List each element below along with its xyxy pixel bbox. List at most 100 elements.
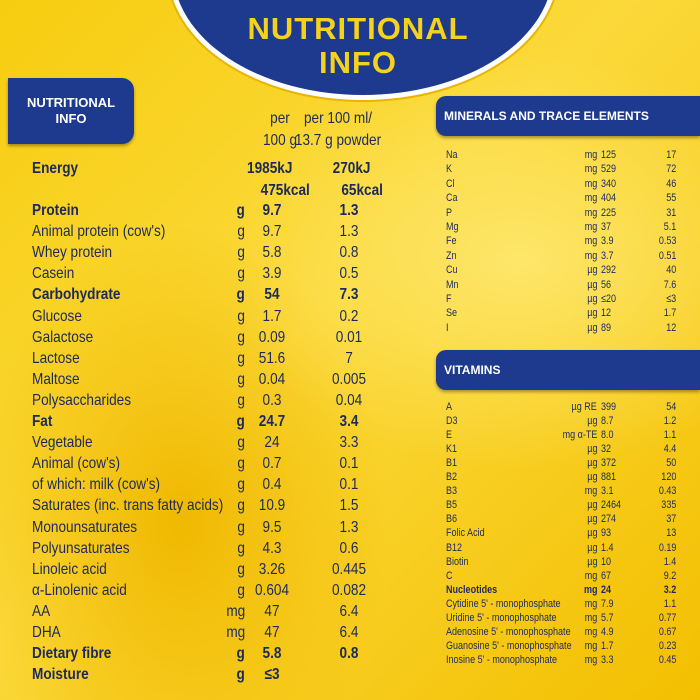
per-100g: 51.6 bbox=[258, 349, 286, 367]
row-unit: g bbox=[237, 476, 245, 494]
per-100g: 24 bbox=[601, 583, 612, 596]
row-unit: g bbox=[237, 223, 245, 241]
row-unit: mg bbox=[583, 583, 597, 596]
row-unit: g bbox=[237, 370, 245, 388]
row-name: P bbox=[446, 206, 453, 219]
per-100ml: 0.445 bbox=[331, 560, 367, 578]
row-name: Cl bbox=[446, 177, 455, 190]
per-100g: 5.8 bbox=[262, 645, 282, 663]
per-100g: 0.3 bbox=[262, 391, 282, 409]
row-unit: mg bbox=[226, 624, 245, 641]
row-name: Se bbox=[446, 307, 458, 320]
row-unit: g bbox=[236, 645, 245, 663]
row-unit: g bbox=[237, 455, 245, 473]
row-name: Saturates (inc. trans fatty acids) bbox=[32, 497, 224, 515]
row-unit: µg bbox=[586, 471, 597, 484]
per-100ml: 0.082 bbox=[331, 581, 367, 599]
per-100g: 7.9 bbox=[601, 597, 614, 610]
per-100g: 0.4 bbox=[262, 476, 282, 494]
row-name: B1 bbox=[446, 457, 458, 470]
per-100ml: 0.01 bbox=[335, 328, 363, 346]
row-unit: mg bbox=[584, 611, 597, 624]
vitamins-tab: VITAMINS bbox=[436, 350, 700, 390]
per-100g: 8.7 bbox=[601, 415, 614, 428]
row-name: Zn bbox=[446, 249, 457, 262]
row-name: Cu bbox=[446, 264, 458, 277]
per-100ml: 0.005 bbox=[331, 370, 367, 388]
row-unit: µg bbox=[586, 278, 597, 291]
per-100ml: 12 bbox=[665, 321, 676, 334]
row-unit: µg bbox=[586, 415, 597, 428]
minerals-tab: MINERALS AND TRACE ELEMENTS bbox=[436, 96, 700, 136]
per-100g: 0.604 bbox=[254, 581, 290, 599]
row-name: Whey protein bbox=[32, 244, 113, 262]
row-unit: mg bbox=[584, 177, 597, 190]
row-unit: g bbox=[237, 391, 245, 409]
row-unit: µg bbox=[586, 527, 597, 540]
per-100g: 4.3 bbox=[262, 539, 282, 557]
per-100g: 340 bbox=[601, 177, 617, 190]
row-name: Monounsaturates bbox=[32, 518, 138, 536]
row-name: Moisture bbox=[32, 666, 89, 684]
column-header: per 100 g bbox=[262, 110, 298, 149]
row-unit: µg bbox=[586, 555, 597, 568]
row-unit: µg bbox=[586, 541, 597, 554]
row-unit: mg bbox=[584, 149, 597, 161]
row-name: Glucose bbox=[32, 307, 82, 325]
row-unit: g bbox=[236, 666, 245, 684]
per-100ml: 6.4 bbox=[339, 624, 359, 641]
per-100g: 125 bbox=[601, 149, 617, 161]
row-name: Polysaccharides bbox=[32, 391, 132, 409]
row-name: Biotin bbox=[446, 555, 469, 568]
per-100g: 47 bbox=[264, 602, 280, 620]
row-name: AA bbox=[32, 602, 51, 620]
row-name: Animal (cow's) bbox=[32, 455, 120, 473]
row-unit: g bbox=[237, 560, 245, 578]
per-100ml: 0.5 bbox=[339, 265, 359, 283]
row-unit: mg bbox=[226, 602, 245, 620]
per-100g: 399 bbox=[601, 401, 617, 413]
per-100g: 93 bbox=[601, 527, 612, 540]
per-100g: 3.26 bbox=[258, 560, 286, 578]
main-tab: NUTRITIONAL INFO bbox=[8, 78, 134, 144]
per-100ml: 3.4 bbox=[339, 413, 359, 430]
row-name: Na bbox=[446, 149, 458, 161]
row-name: C bbox=[446, 569, 453, 582]
row-name: B12 bbox=[446, 541, 463, 554]
row-name: Carbohydrate bbox=[32, 286, 121, 304]
per-100g: 3.9 bbox=[262, 265, 282, 283]
row-name: B3 bbox=[446, 485, 458, 498]
row-name: F bbox=[446, 293, 452, 305]
per-100g: 292 bbox=[601, 264, 617, 277]
per-100g: 89 bbox=[601, 321, 612, 334]
row-unit: mg bbox=[584, 569, 597, 582]
per-100g: 3.9 bbox=[601, 235, 614, 248]
row-unit: g bbox=[237, 539, 245, 557]
per-100g: 0.7 bbox=[262, 455, 282, 473]
row-unit: g bbox=[236, 413, 245, 430]
row-name: I bbox=[446, 321, 449, 334]
row-unit: g bbox=[237, 328, 245, 346]
per-100ml: 54 bbox=[665, 401, 676, 413]
row-unit: µg bbox=[586, 307, 597, 320]
per-100g: 1.4 bbox=[601, 541, 614, 554]
per-100ml: 0.43 bbox=[658, 485, 676, 498]
per-100ml: 335 bbox=[660, 499, 676, 512]
row-name: α-Linolenic acid bbox=[32, 581, 127, 599]
row-name: Lactose bbox=[32, 349, 80, 367]
row-unit: µg bbox=[586, 293, 597, 305]
energy-value: 65kcal bbox=[341, 182, 383, 199]
row-unit: mg bbox=[584, 639, 597, 652]
row-name: Linoleic acid bbox=[32, 560, 107, 578]
row-name: Polyunsaturates bbox=[32, 539, 130, 557]
per-100ml: 50 bbox=[665, 457, 676, 470]
per-100ml: 3.2 bbox=[663, 583, 676, 596]
per-100g: ≤20 bbox=[601, 293, 616, 305]
row-unit: g bbox=[236, 286, 245, 304]
per-100g: ≤3 bbox=[264, 666, 280, 684]
row-name: E bbox=[446, 429, 453, 442]
per-100ml: 120 bbox=[660, 471, 676, 484]
row-unit: mg bbox=[584, 221, 597, 233]
per-100ml: 4.4 bbox=[663, 443, 676, 456]
per-100g: 3.7 bbox=[601, 249, 614, 262]
